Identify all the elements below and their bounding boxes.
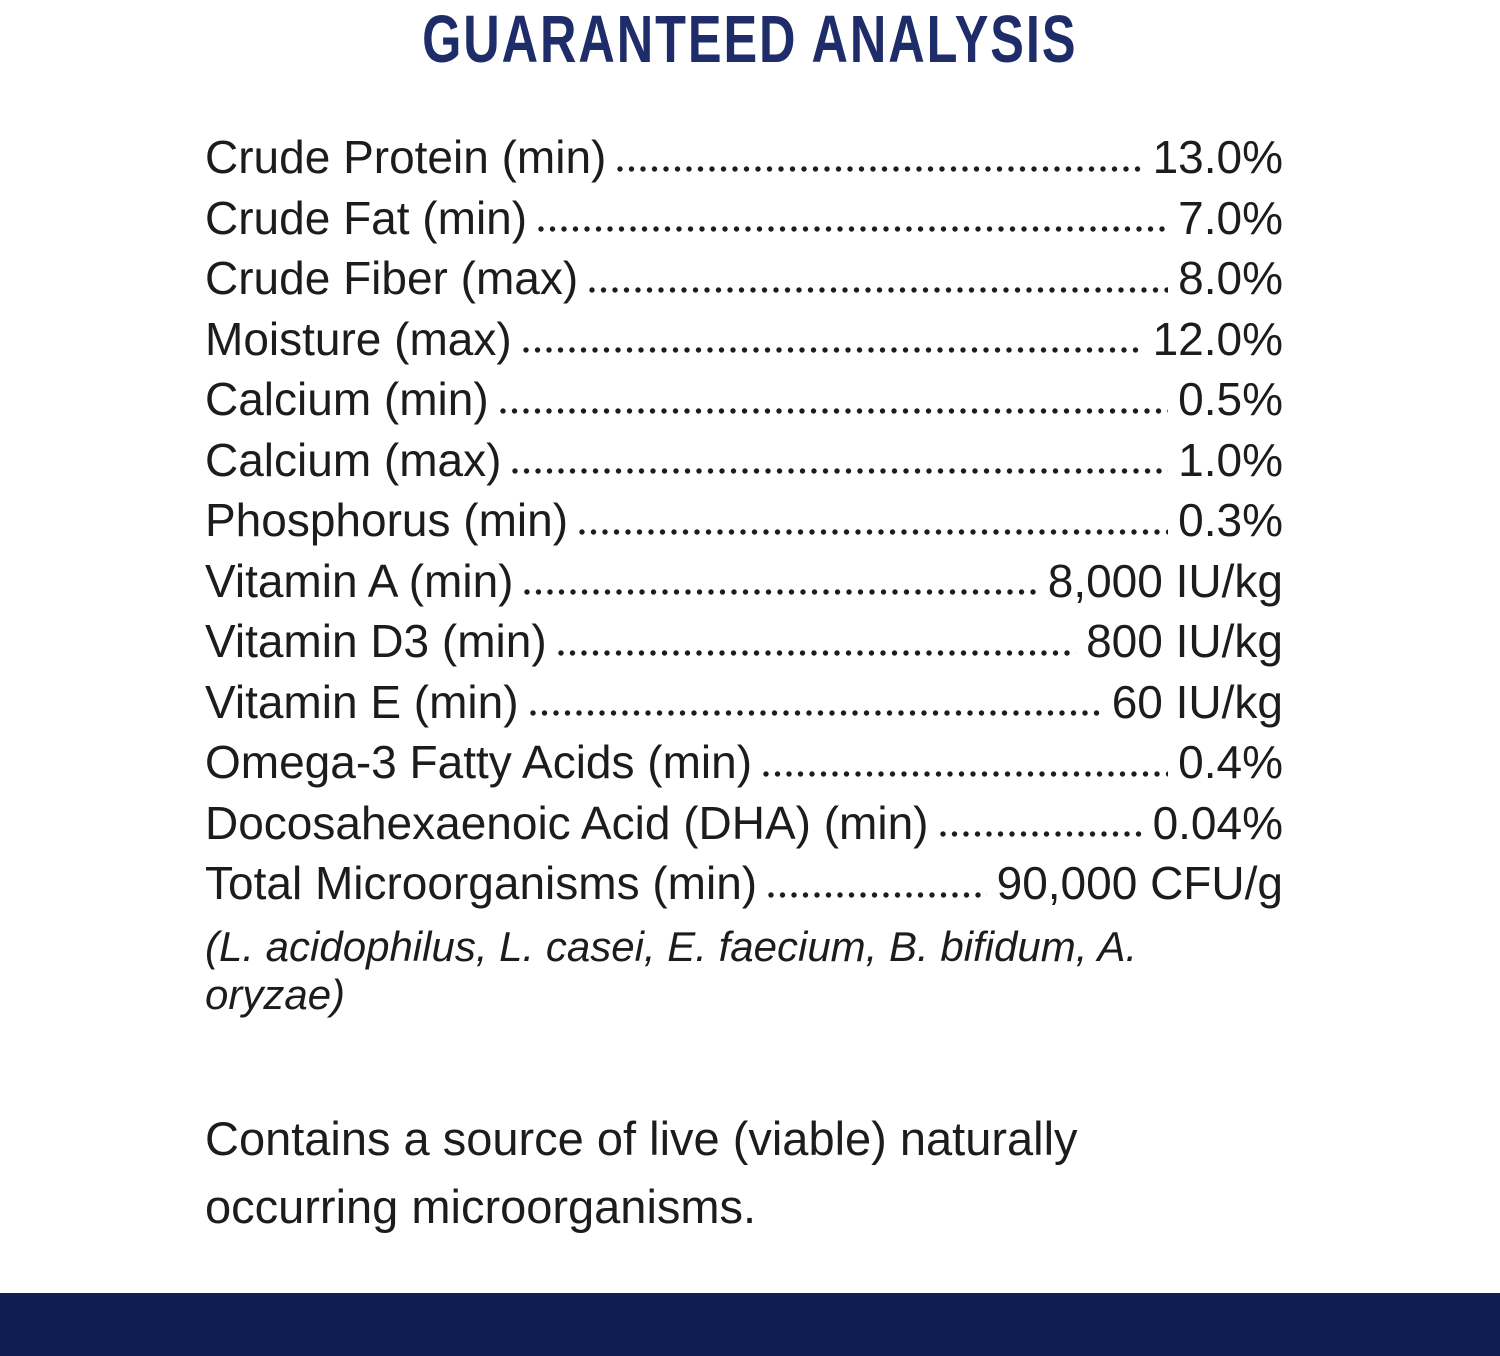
dot-leader xyxy=(556,646,1077,659)
analysis-label: Docosahexaenoic Acid (DHA) (min) xyxy=(205,796,929,849)
title-container: GUARANTEED ANALYSIS xyxy=(0,0,1500,100)
analysis-value: 13.0% xyxy=(1152,131,1283,183)
analysis-row: Total Microorganisms (min) 90,000 CFU/g xyxy=(205,856,1283,917)
dot-leader xyxy=(578,525,1169,538)
analysis-value: 12.0% xyxy=(1152,312,1283,365)
analysis-row: Calcium (min) 0.5% xyxy=(205,372,1283,433)
analysis-value: 7.0% xyxy=(1178,191,1283,244)
analysis-label: Total Microorganisms (min) xyxy=(205,857,758,909)
dot-leader xyxy=(537,223,1169,235)
dot-leader xyxy=(762,767,1169,780)
analysis-row: Moisture (max) 12.0% xyxy=(205,312,1283,373)
analysis-label: Moisture (max) xyxy=(205,312,512,365)
analysis-value: 800 IU/kg xyxy=(1086,615,1283,667)
analysis-label: Phosphorus (min) xyxy=(205,494,569,546)
analysis-label: Vitamin E (min) xyxy=(205,675,519,728)
dot-leader xyxy=(521,344,1143,356)
analysis-value: 60 IU/kg xyxy=(1111,675,1283,728)
analysis-label: Crude Protein (min) xyxy=(205,131,607,183)
dot-leader xyxy=(767,888,987,901)
analysis-label: Crude Fat (min) xyxy=(205,191,528,244)
analysis-label: Calcium (max) xyxy=(205,433,502,486)
analysis-row: Calcium (max) 1.0% xyxy=(205,433,1283,494)
analysis-row: Crude Fiber (max) 8.0% xyxy=(205,251,1283,312)
analysis-value: 90,000 CFU/g xyxy=(996,857,1283,909)
analysis-label: Calcium (min) xyxy=(205,373,489,425)
analysis-row: Crude Fat (min) 7.0% xyxy=(205,191,1283,252)
analysis-label: Vitamin A (min) xyxy=(205,554,514,607)
analysis-label: Vitamin D3 (min) xyxy=(205,615,547,667)
dot-leader xyxy=(511,465,1169,477)
analysis-value: 0.4% xyxy=(1178,736,1283,788)
analysis-row: Vitamin A (min) 8,000 IU/kg xyxy=(205,554,1283,615)
analysis-label: Omega-3 Fatty Acids (min) xyxy=(205,736,753,788)
dot-leader xyxy=(616,162,1143,175)
analysis-value: 8,000 IU/kg xyxy=(1047,554,1283,607)
dot-leader xyxy=(588,283,1169,296)
analysis-value: 8.0% xyxy=(1178,252,1283,304)
analysis-table: Crude Protein (min) 13.0% Crude Fat (min… xyxy=(205,130,1283,917)
live-microorganisms-statement: Contains a source of live (viable) natur… xyxy=(205,1111,1078,1233)
analysis-row: Vitamin E (min) 60 IU/kg xyxy=(205,675,1283,736)
analysis-value: 0.5% xyxy=(1178,373,1283,425)
analysis-row: Phosphorus (min) 0.3% xyxy=(205,493,1283,554)
analysis-value: 0.04% xyxy=(1152,796,1283,849)
analysis-row: Vitamin D3 (min) 800 IU/kg xyxy=(205,614,1283,675)
dot-leader xyxy=(938,828,1143,840)
footer-bar xyxy=(0,1293,1500,1356)
dot-leader xyxy=(528,707,1102,719)
analysis-row: Crude Protein (min) 13.0% xyxy=(205,130,1283,191)
dot-leader xyxy=(523,586,1038,598)
page-title: GUARANTEED ANALYSIS xyxy=(422,3,1078,78)
analysis-row: Docosahexaenoic Acid (DHA) (min) 0.04% xyxy=(205,796,1283,857)
analysis-row: Omega-3 Fatty Acids (min) 0.4% xyxy=(205,735,1283,796)
analysis-label: Crude Fiber (max) xyxy=(205,252,579,304)
analysis-value: 1.0% xyxy=(1178,433,1283,486)
analysis-value: 0.3% xyxy=(1178,494,1283,546)
microorganism-species-note: (L. acidophilus, L. casei, E. faecium, B… xyxy=(205,922,1138,1018)
dot-leader xyxy=(498,404,1169,417)
